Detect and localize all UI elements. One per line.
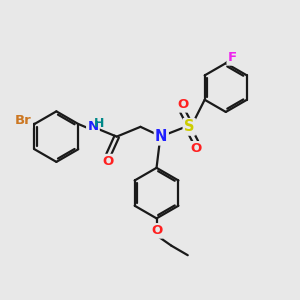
Text: O: O <box>177 98 188 111</box>
Text: N: N <box>87 120 98 133</box>
Text: O: O <box>190 142 201 155</box>
Text: F: F <box>228 51 237 64</box>
Text: N: N <box>155 129 167 144</box>
Text: H: H <box>94 117 105 130</box>
Text: O: O <box>151 224 162 237</box>
Text: O: O <box>102 155 113 168</box>
Text: S: S <box>184 119 194 134</box>
Text: Br: Br <box>15 114 32 127</box>
